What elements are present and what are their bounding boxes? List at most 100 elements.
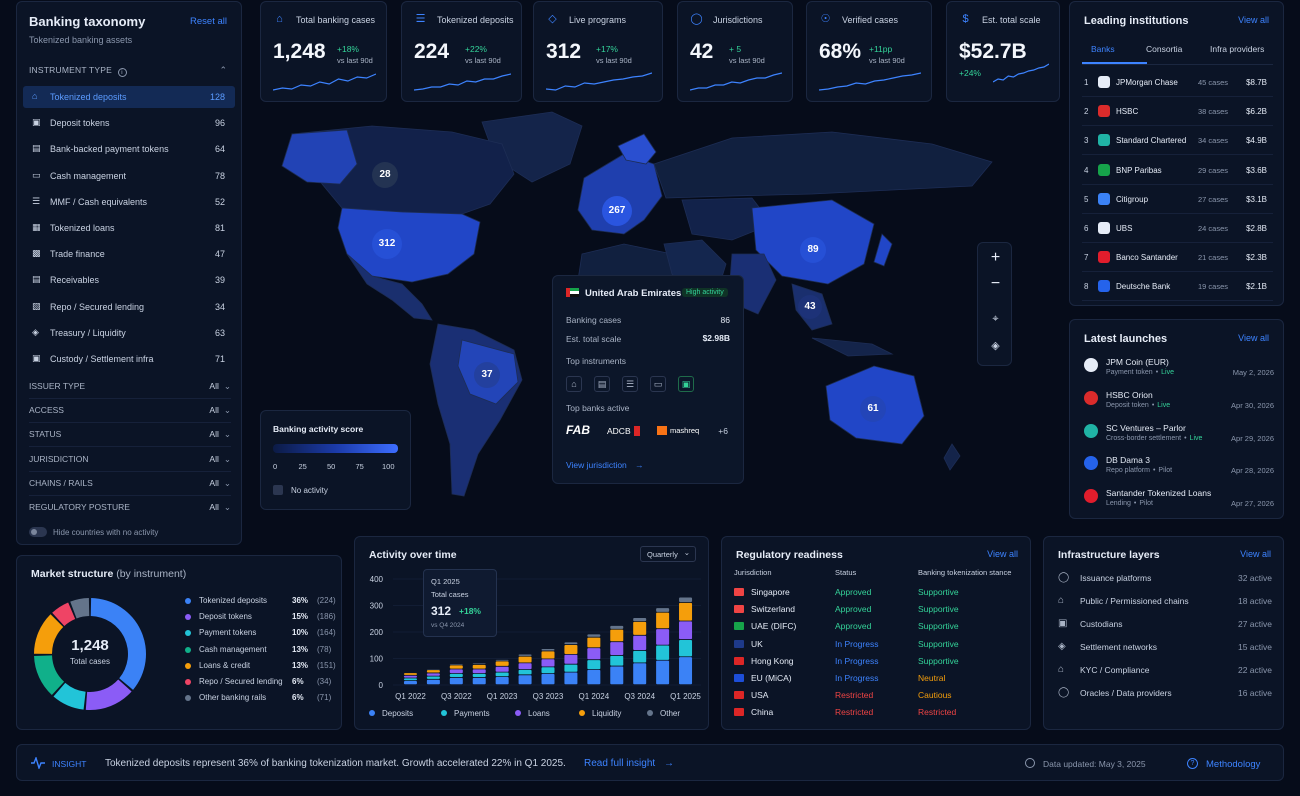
activity-legend-item[interactable]: Other bbox=[647, 709, 680, 718]
bar-segment[interactable] bbox=[633, 621, 647, 635]
instrument-item[interactable]: ▣ Deposit tokens 96 bbox=[23, 112, 235, 134]
donut-slice[interactable] bbox=[53, 682, 86, 710]
kpi-card[interactable]: ⌂ Total banking cases 1,248 +18% vs last 90d bbox=[260, 1, 387, 102]
bar-segment[interactable] bbox=[587, 634, 601, 637]
institutions-view-all[interactable]: View all bbox=[1238, 15, 1269, 25]
regulatory-row[interactable]: UK In Progress Supportive bbox=[734, 639, 1024, 653]
bar-segment[interactable] bbox=[587, 648, 601, 660]
bar-segment[interactable] bbox=[610, 655, 624, 666]
bar-segment[interactable] bbox=[472, 664, 486, 669]
bar-segment[interactable] bbox=[633, 650, 647, 663]
bar-segment[interactable] bbox=[656, 629, 670, 645]
activity-legend-item[interactable]: Payments bbox=[441, 709, 490, 718]
instrument-item[interactable]: ▤ Receivables 39 bbox=[23, 269, 235, 291]
bar-segment[interactable] bbox=[426, 676, 440, 679]
bar-segment[interactable] bbox=[610, 666, 624, 685]
institution-row[interactable]: 3 Standard Chartered 34 cases $4.9B bbox=[1082, 127, 1273, 156]
instrument-type-header[interactable]: INSTRUMENT TYPE i bbox=[29, 65, 127, 77]
kpi-card[interactable]: $ Est. total scale $52.7B +24% bbox=[946, 1, 1060, 102]
bar-segment[interactable] bbox=[587, 660, 601, 670]
bar-segment[interactable] bbox=[449, 665, 463, 669]
bar-segment[interactable] bbox=[679, 657, 693, 685]
market-legend-row[interactable]: Repo / Secured lending 6% (34) bbox=[185, 677, 335, 691]
reset-all-link[interactable]: Reset all bbox=[190, 16, 227, 27]
bar-segment[interactable] bbox=[426, 673, 440, 676]
map-bubble-usa[interactable]: 312 bbox=[372, 229, 402, 259]
institution-row[interactable]: 5 Citigroup 27 cases $3.1B bbox=[1082, 186, 1273, 214]
market-legend-row[interactable]: Cash management 13% (78) bbox=[185, 645, 335, 659]
bar-segment[interactable] bbox=[656, 612, 670, 629]
bar-segment[interactable] bbox=[518, 654, 532, 656]
regulatory-row[interactable]: Switzerland Approved Supportive bbox=[734, 604, 1024, 618]
bar-segment[interactable] bbox=[656, 645, 670, 660]
regulatory-row[interactable]: USA Restricted Cautious bbox=[734, 690, 1024, 704]
chevron-up-icon[interactable]: ⌃ bbox=[219, 65, 227, 75]
view-jurisdiction-link[interactable]: View jurisdiction → bbox=[566, 460, 644, 470]
instrument-item[interactable]: ▩ Trade finance 47 bbox=[23, 243, 235, 265]
bar-segment[interactable] bbox=[403, 681, 417, 685]
donut-slice[interactable] bbox=[34, 655, 65, 695]
institution-row[interactable]: 6 UBS 24 cases $2.8B bbox=[1082, 215, 1273, 243]
tab-infra-providers[interactable]: Infra providers bbox=[1210, 44, 1265, 54]
market-legend-row[interactable]: Other banking rails 6% (71) bbox=[185, 693, 335, 707]
bar-segment[interactable] bbox=[495, 677, 509, 685]
donut-slice[interactable] bbox=[70, 598, 90, 619]
tab-banks[interactable]: Banks bbox=[1091, 44, 1115, 54]
launches-view-all[interactable]: View all bbox=[1238, 333, 1269, 343]
bar-segment[interactable] bbox=[656, 660, 670, 685]
launch-row[interactable]: DB Dama 3 Repo platform • Pilot Apr 28, 2026 bbox=[1084, 452, 1274, 482]
bar-segment[interactable] bbox=[449, 669, 463, 674]
infra-row[interactable]: ◈ Settlement networks 15 active bbox=[1058, 641, 1272, 657]
bar-segment[interactable] bbox=[541, 648, 555, 651]
bar-segment[interactable] bbox=[449, 664, 463, 665]
bar-segment[interactable] bbox=[564, 664, 578, 672]
kpi-card[interactable]: ◇ Live programs 312 +17% vs last 90d bbox=[533, 1, 663, 102]
bar-segment[interactable] bbox=[518, 669, 532, 675]
activity-legend-item[interactable]: Liquidity bbox=[579, 709, 621, 718]
map-bubble-australia[interactable]: 61 bbox=[860, 396, 886, 422]
hide-inactive-toggle[interactable] bbox=[29, 527, 47, 537]
methodology-link[interactable]: Methodology bbox=[1206, 759, 1261, 770]
filter-row[interactable]: ACCESS All ⌄ bbox=[29, 405, 231, 424]
bar-segment[interactable] bbox=[495, 666, 509, 672]
donut-slice[interactable] bbox=[52, 602, 76, 626]
market-legend-row[interactable]: Loans & credit 13% (151) bbox=[185, 661, 336, 675]
bar-segment[interactable] bbox=[587, 637, 601, 648]
institution-row[interactable]: 8 Deutsche Bank 19 cases $2.1B bbox=[1082, 273, 1273, 302]
filter-row[interactable]: STATUS All ⌄ bbox=[29, 429, 231, 448]
instrument-item[interactable]: ⌂ Tokenized deposits 128 bbox=[23, 86, 235, 108]
map-bubble-southeast-asia[interactable]: 43 bbox=[798, 295, 822, 319]
bar-segment[interactable] bbox=[610, 629, 624, 642]
institution-row[interactable]: 2 HSBC 38 cases $6.2B bbox=[1082, 98, 1273, 127]
bar-segment[interactable] bbox=[679, 639, 693, 657]
regulatory-row[interactable]: EU (MiCA) In Progress Neutral bbox=[734, 673, 1024, 687]
bar-segment[interactable] bbox=[564, 642, 578, 645]
bar-segment[interactable] bbox=[633, 635, 647, 651]
bar-segment[interactable] bbox=[587, 669, 601, 685]
map-bubble-china[interactable]: 89 bbox=[800, 237, 826, 263]
instrument-item[interactable]: ☰ MMF / Cash equivalents 52 bbox=[23, 191, 235, 213]
map-bubble-alaska[interactable]: 28 bbox=[372, 162, 398, 188]
bar-segment[interactable] bbox=[472, 677, 486, 685]
bar-segment[interactable] bbox=[472, 669, 486, 674]
read-insight-link[interactable]: Read full insight → bbox=[584, 758, 674, 769]
tab-consortia[interactable]: Consortia bbox=[1146, 44, 1183, 54]
filter-row[interactable]: REGULATORY POSTURE All ⌄ bbox=[29, 502, 231, 520]
regulatory-row[interactable]: Singapore Approved Supportive bbox=[734, 587, 1024, 601]
bar-segment[interactable] bbox=[679, 597, 693, 603]
bar-segment[interactable] bbox=[518, 675, 532, 685]
bar-segment[interactable] bbox=[449, 677, 463, 685]
infra-row[interactable]: ◯ Oracles / Data providers 16 active bbox=[1058, 687, 1272, 703]
instrument-item[interactable]: ▧ Repo / Secured lending 34 bbox=[23, 296, 235, 318]
filter-row[interactable]: ISSUER TYPE All ⌄ bbox=[29, 381, 231, 399]
instrument-item[interactable]: ▭ Cash management 78 bbox=[23, 165, 235, 187]
activity-legend-item[interactable]: Loans bbox=[515, 709, 550, 718]
bar-segment[interactable] bbox=[472, 673, 486, 678]
locate-icon[interactable]: ⌖ bbox=[992, 313, 999, 325]
market-legend-row[interactable]: Payment tokens 10% (164) bbox=[185, 628, 336, 642]
regulatory-row[interactable]: UAE (DIFC) Approved Supportive bbox=[734, 621, 1024, 635]
activity-legend-item[interactable]: Deposits bbox=[369, 709, 413, 718]
infra-row[interactable]: ⌂ KYC / Compliance 22 active bbox=[1058, 664, 1272, 680]
period-select[interactable]: Quarterly ⌄ bbox=[640, 546, 696, 562]
bar-segment[interactable] bbox=[426, 670, 440, 673]
